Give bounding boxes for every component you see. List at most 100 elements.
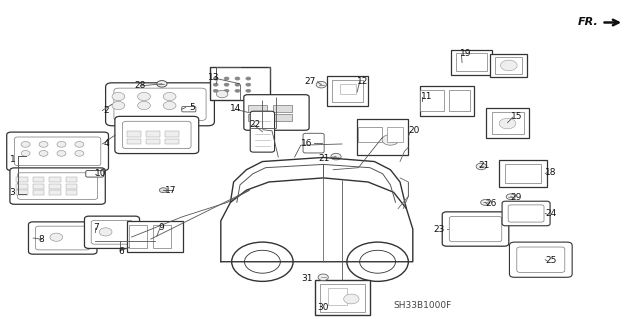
Circle shape (75, 151, 84, 156)
Circle shape (57, 151, 66, 156)
Text: 21: 21 (479, 161, 490, 170)
Text: 12: 12 (357, 77, 369, 86)
Circle shape (235, 89, 240, 93)
Circle shape (157, 81, 167, 87)
FancyBboxPatch shape (502, 201, 550, 226)
Bar (273, 114, 292, 121)
Bar (127, 221, 183, 252)
Text: 29: 29 (511, 193, 522, 202)
Bar (387, 127, 403, 142)
Text: 18: 18 (545, 168, 557, 177)
FancyBboxPatch shape (91, 220, 133, 244)
Circle shape (476, 163, 486, 170)
Text: 28: 28 (134, 81, 146, 90)
FancyBboxPatch shape (7, 132, 109, 171)
Text: 25: 25 (545, 256, 557, 265)
Bar (499, 160, 547, 187)
Text: 24: 24 (545, 209, 557, 218)
Bar (49, 177, 61, 182)
Circle shape (316, 81, 326, 88)
FancyBboxPatch shape (29, 222, 97, 254)
Bar (16, 177, 28, 182)
Circle shape (500, 60, 517, 71)
Circle shape (57, 142, 66, 147)
Text: 16: 16 (301, 139, 312, 148)
Circle shape (213, 89, 218, 93)
FancyBboxPatch shape (123, 121, 191, 149)
Circle shape (216, 90, 228, 98)
Circle shape (246, 83, 251, 86)
Text: 19: 19 (460, 49, 471, 58)
Circle shape (382, 135, 399, 145)
Circle shape (75, 142, 84, 147)
Text: 3: 3 (10, 188, 15, 197)
Circle shape (39, 151, 48, 156)
Bar (495, 57, 522, 74)
Bar (146, 139, 160, 145)
Circle shape (21, 142, 30, 147)
Bar (49, 184, 61, 189)
Circle shape (246, 89, 251, 93)
Circle shape (112, 93, 125, 100)
FancyBboxPatch shape (303, 133, 324, 153)
Text: 31: 31 (301, 274, 312, 283)
Text: 27: 27 (305, 77, 316, 86)
Bar (492, 112, 524, 134)
Circle shape (112, 101, 125, 110)
Text: 21: 21 (318, 154, 330, 163)
Bar (315, 280, 370, 315)
FancyBboxPatch shape (115, 116, 198, 153)
FancyBboxPatch shape (17, 173, 97, 199)
Circle shape (159, 188, 167, 193)
Circle shape (318, 274, 328, 280)
Text: 10: 10 (95, 169, 106, 178)
Bar (327, 76, 369, 106)
Circle shape (213, 77, 218, 80)
Circle shape (235, 83, 240, 86)
FancyBboxPatch shape (84, 216, 140, 249)
Bar (16, 184, 28, 189)
Text: SH33B1000F: SH33B1000F (394, 301, 452, 310)
Text: 15: 15 (511, 112, 522, 121)
Circle shape (224, 89, 229, 93)
FancyBboxPatch shape (508, 205, 544, 222)
Bar (153, 225, 171, 248)
Text: 13: 13 (208, 73, 220, 82)
FancyBboxPatch shape (106, 83, 214, 126)
Bar (248, 114, 267, 121)
Circle shape (331, 153, 341, 160)
Bar (127, 131, 141, 137)
Bar (332, 80, 363, 102)
Circle shape (39, 142, 48, 147)
Bar (49, 190, 61, 195)
Bar (127, 139, 141, 145)
Bar (33, 184, 44, 189)
Circle shape (244, 250, 280, 273)
Bar (328, 288, 347, 305)
Text: 9: 9 (159, 223, 164, 232)
Circle shape (235, 77, 240, 80)
Circle shape (360, 250, 396, 273)
Bar (16, 190, 28, 195)
Circle shape (163, 93, 176, 100)
Text: 17: 17 (165, 186, 177, 195)
Bar (449, 90, 470, 111)
Text: 5: 5 (189, 103, 195, 112)
Bar (66, 190, 77, 195)
Text: 6: 6 (118, 247, 124, 256)
Text: 23: 23 (433, 225, 445, 234)
Bar (66, 177, 77, 182)
Bar (340, 84, 356, 94)
Bar (66, 184, 77, 189)
Circle shape (21, 151, 30, 156)
FancyBboxPatch shape (449, 216, 502, 242)
Circle shape (224, 77, 229, 80)
Bar (486, 108, 529, 137)
Text: 2: 2 (104, 106, 109, 115)
Text: 4: 4 (104, 139, 109, 148)
FancyBboxPatch shape (182, 107, 196, 112)
FancyBboxPatch shape (10, 168, 105, 204)
Bar (129, 225, 147, 248)
Bar (165, 131, 179, 137)
Text: 11: 11 (420, 92, 432, 100)
